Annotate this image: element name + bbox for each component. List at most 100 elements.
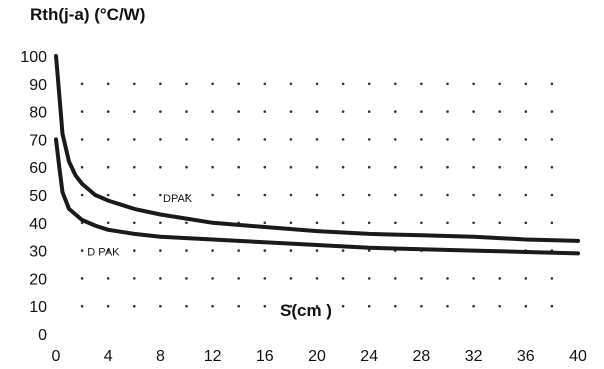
grid-dot xyxy=(551,194,554,197)
grid-dot xyxy=(446,305,449,308)
grid-dot xyxy=(446,166,449,169)
grid-dot xyxy=(107,222,110,225)
grid-dot xyxy=(133,194,136,197)
grid-dot xyxy=(394,222,397,225)
y-axis-label: Rth(j-a) (°C/W) xyxy=(30,5,145,24)
grid-dot xyxy=(472,194,475,197)
grid-dot xyxy=(107,166,110,169)
grid-dot xyxy=(81,138,84,141)
grid-dot xyxy=(185,249,188,252)
grid-dot xyxy=(368,305,371,308)
grid-dot xyxy=(342,277,345,280)
grid-dot xyxy=(446,277,449,280)
grid-dot xyxy=(185,222,188,225)
x-axis-label: S(cm ) xyxy=(280,301,332,320)
grid-dot xyxy=(446,138,449,141)
grid-dot xyxy=(420,166,423,169)
grid-dot xyxy=(290,194,293,197)
grid-dot xyxy=(237,166,240,169)
y-tick-label: 10 xyxy=(29,299,47,316)
grid-dot xyxy=(81,249,84,252)
y-tick-label: 50 xyxy=(29,188,47,205)
grid-dot xyxy=(290,83,293,86)
grid-dot xyxy=(264,277,267,280)
grid-dot xyxy=(185,83,188,86)
grid-dot xyxy=(551,166,554,169)
grid-dot xyxy=(316,277,319,280)
y-tick-label: 90 xyxy=(29,77,47,94)
grid-dot xyxy=(342,222,345,225)
grid-dot xyxy=(368,194,371,197)
grid-dot xyxy=(316,138,319,141)
x-tick-label: 20 xyxy=(308,348,326,365)
grid-dot xyxy=(107,194,110,197)
grid-dot xyxy=(107,277,110,280)
grid-dot xyxy=(264,305,267,308)
grid-dot xyxy=(420,305,423,308)
grid-dot xyxy=(159,249,162,252)
grid-dot xyxy=(420,194,423,197)
grid-dot xyxy=(525,277,528,280)
grid-dot xyxy=(420,83,423,86)
x-tick-label: 32 xyxy=(465,348,483,365)
grid-dot xyxy=(342,194,345,197)
grid-dot xyxy=(394,166,397,169)
grid-dot xyxy=(446,222,449,225)
grid-dot xyxy=(446,194,449,197)
grid-dot xyxy=(342,138,345,141)
grid-dot xyxy=(211,194,214,197)
grid-dot xyxy=(264,83,267,86)
grid-dot xyxy=(472,83,475,86)
grid-dot xyxy=(185,138,188,141)
x-tick-label: 0 xyxy=(52,348,61,365)
series-labels: DPAKD PAK xyxy=(87,193,193,259)
grid-dot xyxy=(81,305,84,308)
grid-dot xyxy=(316,194,319,197)
grid-dot xyxy=(472,305,475,308)
y-tick-label: 20 xyxy=(29,271,47,288)
x-tick-label: 28 xyxy=(413,348,431,365)
x-tick-labels: 0 4 8 12 16 20 24 28 32 36 40 xyxy=(52,348,587,365)
grid-dot xyxy=(133,277,136,280)
grid-dot xyxy=(107,305,110,308)
grid-dot xyxy=(211,277,214,280)
grid-dot xyxy=(498,83,501,86)
grid-dot xyxy=(264,138,267,141)
x-tick-label: 40 xyxy=(569,348,587,365)
grid-dot xyxy=(81,110,84,113)
grid-dot xyxy=(316,222,319,225)
grid-dot xyxy=(237,194,240,197)
grid-dot xyxy=(211,305,214,308)
grid-dot xyxy=(551,305,554,308)
grid-dot xyxy=(420,110,423,113)
grid-dot xyxy=(342,110,345,113)
grid-dot xyxy=(551,277,554,280)
grid-dot xyxy=(159,194,162,197)
y-tick-label: 70 xyxy=(29,132,47,149)
grid-dot xyxy=(446,110,449,113)
grid-dot xyxy=(342,305,345,308)
grid-dot xyxy=(159,110,162,113)
grid-dot xyxy=(133,222,136,225)
grid-dot xyxy=(211,110,214,113)
grid-dot xyxy=(290,110,293,113)
grid-dot xyxy=(394,83,397,86)
grid-dot xyxy=(368,166,371,169)
grid-dot xyxy=(159,305,162,308)
grid-dot xyxy=(551,222,554,225)
grid-dot xyxy=(525,194,528,197)
y-tick-label: 30 xyxy=(29,244,47,261)
grid-dot xyxy=(525,305,528,308)
grid-dot xyxy=(316,83,319,86)
grid-dot xyxy=(211,166,214,169)
y-tick-label: 100 xyxy=(20,49,47,66)
x-tick-label: 12 xyxy=(204,348,222,365)
grid-dot xyxy=(368,277,371,280)
grid-dot xyxy=(525,138,528,141)
grid-dot xyxy=(211,249,214,252)
grid-dot xyxy=(237,305,240,308)
grid-dot xyxy=(525,110,528,113)
y-tick-label: 40 xyxy=(29,216,47,233)
series-label: DPAK xyxy=(163,193,193,205)
grid-dot xyxy=(159,138,162,141)
